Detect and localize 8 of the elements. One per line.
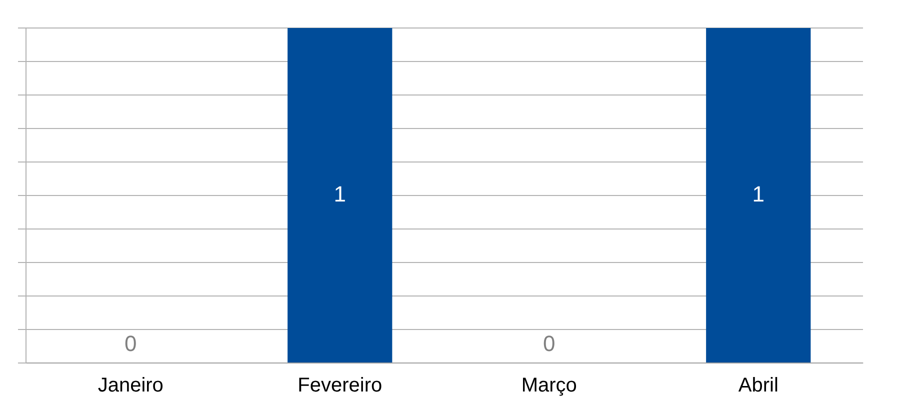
data-label: 0 (543, 331, 556, 356)
x-tick-label: Abril (738, 374, 778, 397)
data-label: 1 (334, 182, 346, 207)
x-tick-label: Fevereiro (298, 374, 382, 397)
data-label: 1 (752, 182, 764, 207)
data-label: 0 (124, 331, 137, 356)
x-tick-label: Janeiro (98, 374, 164, 397)
x-tick-label: Março (521, 374, 577, 397)
